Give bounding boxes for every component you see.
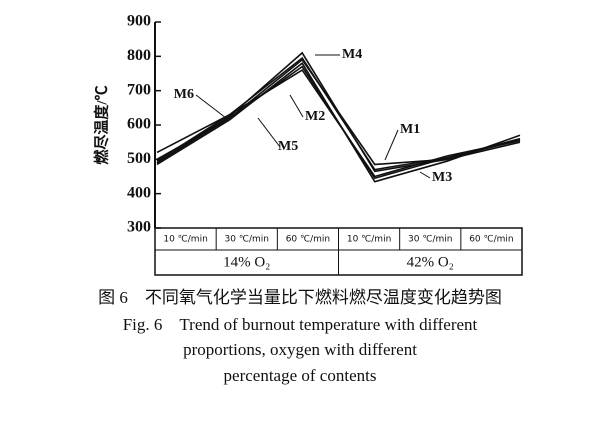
- y-tick-label: 700: [127, 81, 151, 98]
- y-tick-label: 300: [127, 219, 151, 236]
- y-tick-label: 800: [127, 47, 151, 64]
- series-label: M3: [432, 170, 452, 185]
- y-axis-label: 燃尽温度/℃: [92, 85, 110, 164]
- series-label: M1: [400, 122, 420, 137]
- y-tick-label: 500: [127, 150, 151, 167]
- caption-en: percentage of contents: [224, 366, 377, 385]
- series-label: M2: [305, 109, 325, 124]
- x-tick-label: 10 ℃/min: [347, 235, 391, 245]
- x-tick-label: 30 ℃/min: [225, 235, 269, 245]
- caption-zh: 图 6 不同氧气化学当量比下燃料燃尽温度变化趋势图: [98, 288, 502, 307]
- leader-line: [289, 94, 304, 118]
- x-tick-label: 60 ℃/min: [469, 235, 513, 245]
- y-tick-label: 900: [127, 13, 151, 30]
- y-tick-label: 600: [127, 116, 151, 133]
- x-tick-label: 60 ℃/min: [286, 235, 330, 245]
- y-tick-label: 400: [127, 184, 151, 201]
- leader-line: [195, 94, 227, 119]
- series-label: M4: [342, 47, 362, 62]
- series-label: M6: [174, 87, 194, 102]
- x-tick-label: 30 ℃/min: [408, 235, 452, 245]
- leader-line: [257, 117, 281, 148]
- series-line: [156, 56, 521, 171]
- group-label: 14% O₂: [223, 254, 270, 270]
- caption-en: Fig. 6 Trend of burnout temperature with…: [123, 315, 478, 334]
- group-label: 42% O₂: [407, 254, 454, 270]
- series-label: M5: [278, 139, 298, 154]
- caption-en: proportions, oxygen with different: [183, 340, 417, 359]
- x-tick-label: 10 ℃/min: [163, 235, 207, 245]
- leader-line: [384, 129, 399, 161]
- series-line: [156, 65, 521, 180]
- leader-line: [419, 171, 431, 179]
